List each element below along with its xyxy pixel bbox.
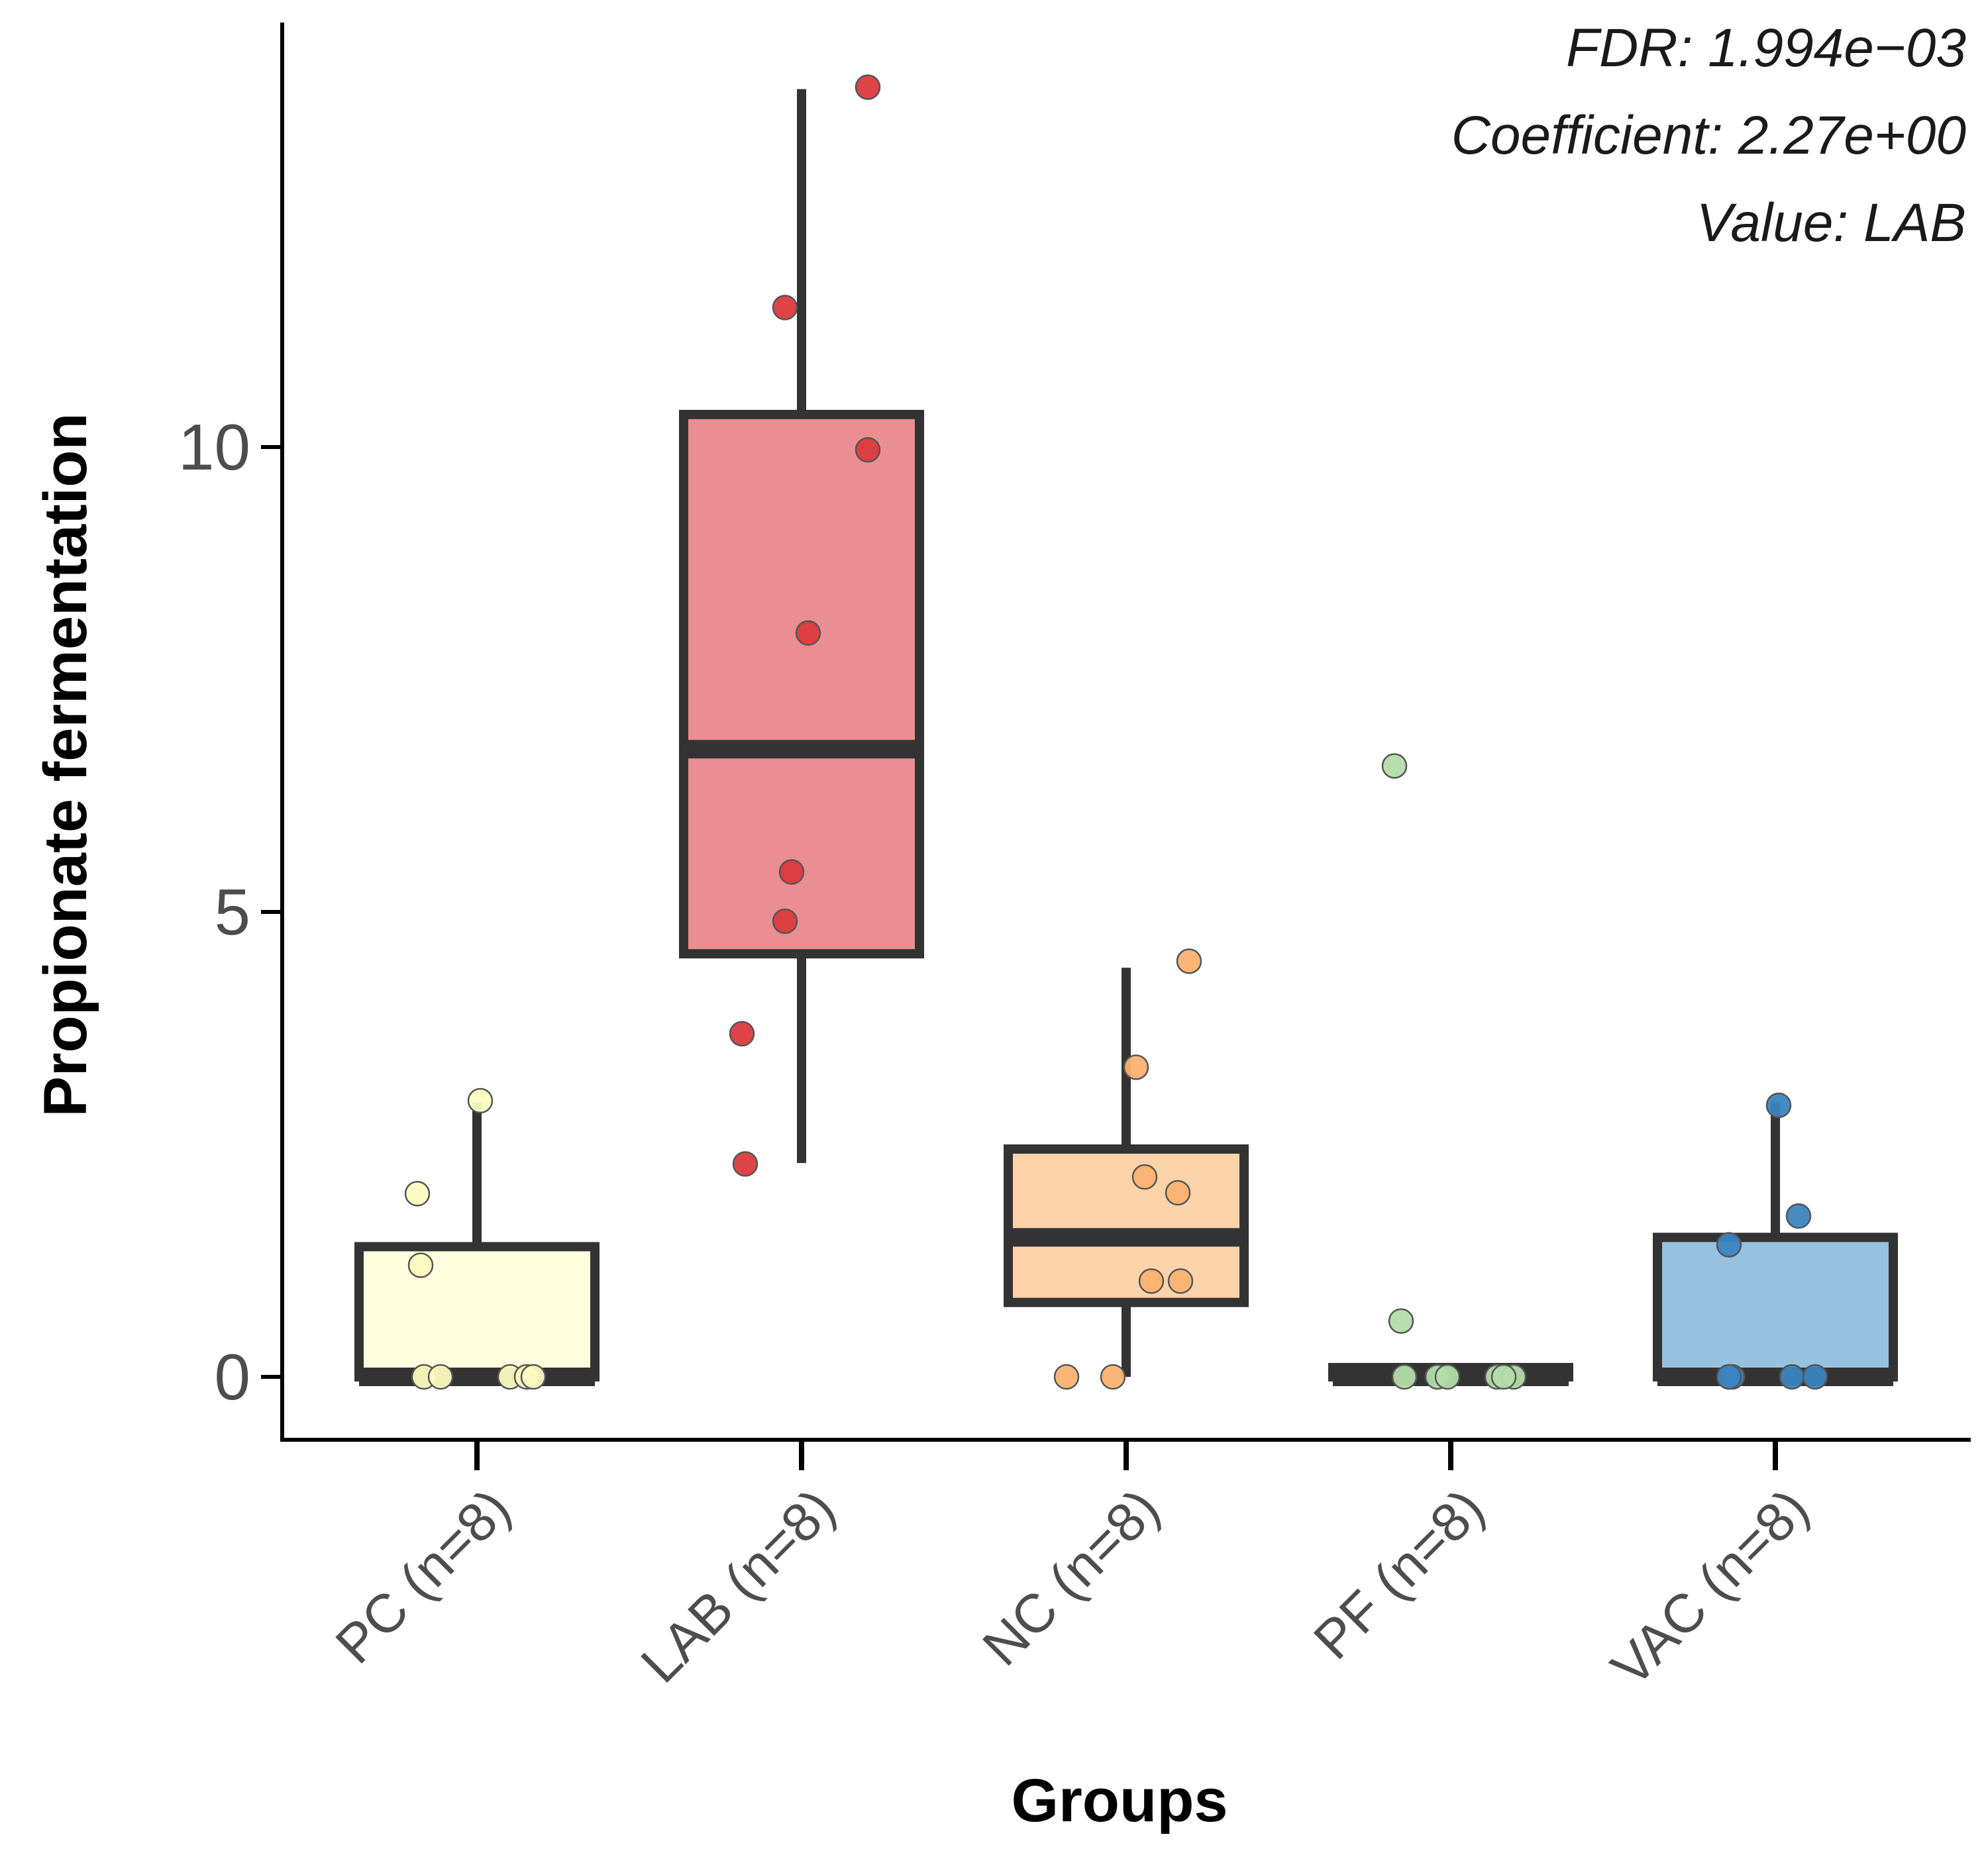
point-nc-6 (1123, 1054, 1149, 1080)
point-pf-5 (1491, 1364, 1517, 1390)
point-nc-4 (1165, 1179, 1191, 1206)
point-pf-6 (1388, 1308, 1414, 1334)
point-lab-5 (855, 436, 881, 463)
labels: FDR: 1.994e−03 Coefficient: 2.27e+00 Val… (32, 18, 1966, 1834)
point-vac-3 (1802, 1364, 1828, 1390)
box-vac (1653, 1232, 1898, 1382)
x-tick-label-nc: NC (n=8) (972, 1478, 1171, 1677)
point-pc-6 (404, 1181, 431, 1207)
point-pc-4 (520, 1364, 547, 1390)
point-lab-6 (772, 295, 798, 321)
point-pf-7 (1381, 753, 1408, 779)
plot-area (354, 74, 1898, 1390)
point-pc-5 (407, 1252, 434, 1278)
group-pf (1328, 753, 1573, 1390)
x-tick-label-vac: VAC (n=8) (1600, 1478, 1820, 1697)
point-vac-4 (1716, 1364, 1742, 1390)
y-tick-label-0: 0 (214, 1340, 250, 1413)
point-lab-7 (855, 74, 881, 100)
point-nc-5 (1131, 1164, 1158, 1190)
x-tick-label-pc: PC (n=8) (325, 1478, 522, 1675)
point-lab-2 (772, 908, 798, 934)
point-lab-3 (778, 859, 805, 885)
group-vac (1653, 1092, 1898, 1390)
annotation-value: Value: LAB (1697, 193, 1966, 253)
group-lab (679, 74, 924, 1177)
box-nc (1004, 1144, 1249, 1307)
point-nc-2 (1138, 1268, 1165, 1294)
annotation-coefficient: Coefficient: 2.27e+00 (1451, 105, 1966, 166)
group-nc (1004, 948, 1249, 1390)
point-lab-0 (732, 1151, 759, 1177)
axes (261, 23, 1971, 1470)
point-nc-0 (1053, 1364, 1080, 1390)
point-pc-1 (427, 1364, 454, 1390)
y-tick-label-10: 10 (178, 411, 250, 483)
y-tick-label-5: 5 (214, 876, 250, 948)
x-axis-title: Groups (1011, 1767, 1228, 1834)
box-pc (354, 1242, 600, 1381)
annotation-fdr: FDR: 1.994e−03 (1566, 18, 1966, 78)
y-axis-title: Propionate fermentation (32, 413, 99, 1117)
x-tick-label-pf: PF (n=8) (1302, 1478, 1496, 1671)
point-lab-4 (795, 620, 821, 646)
group-pc (354, 1087, 600, 1390)
point-pf-4 (1434, 1364, 1461, 1390)
box-lab (679, 409, 924, 959)
point-vac-2 (1779, 1364, 1805, 1390)
point-lab-1 (729, 1021, 755, 1047)
point-vac-7 (1765, 1092, 1792, 1119)
point-nc-3 (1167, 1268, 1194, 1294)
point-vac-6 (1785, 1203, 1812, 1229)
point-pc-7 (467, 1087, 494, 1114)
point-nc-1 (1100, 1364, 1126, 1390)
point-vac-5 (1716, 1232, 1742, 1258)
x-tick-label-lab: LAB (n=8) (630, 1478, 847, 1694)
point-pf-0 (1391, 1364, 1418, 1390)
point-nc-7 (1176, 948, 1202, 974)
